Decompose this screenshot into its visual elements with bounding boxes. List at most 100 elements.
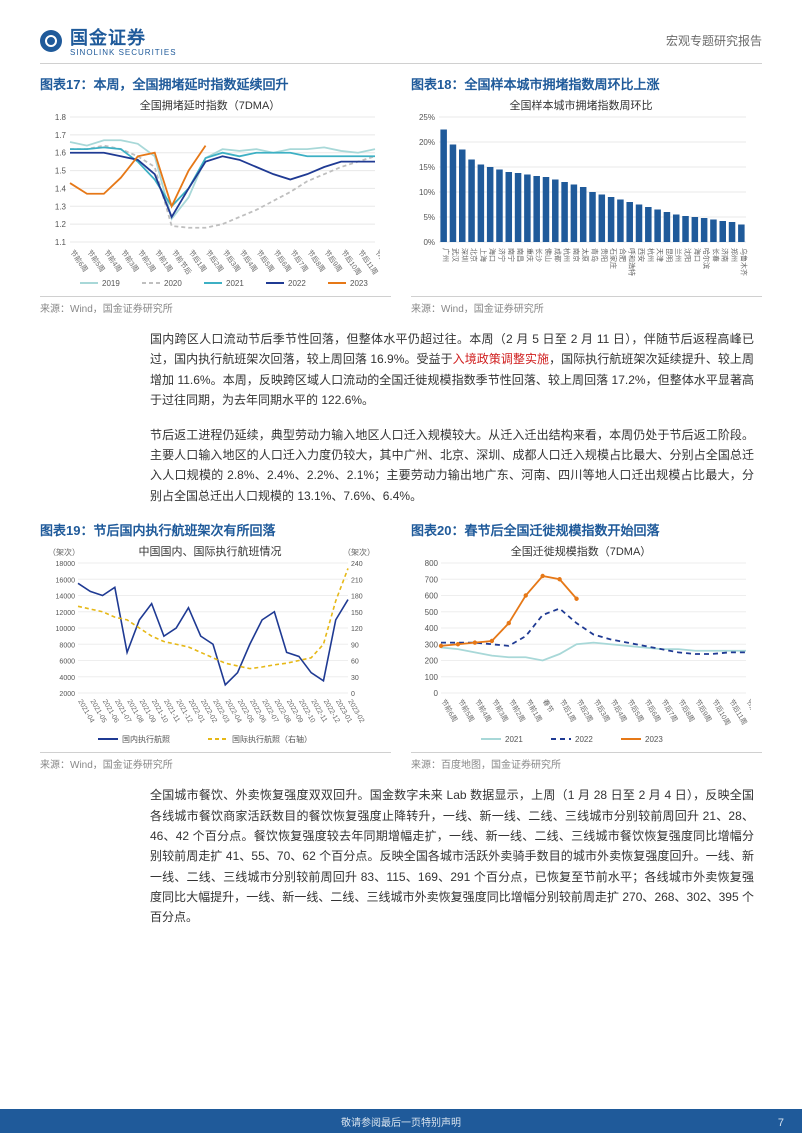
svg-text:青岛: 青岛 xyxy=(591,248,600,262)
brand-name-cn: 国金证券 xyxy=(70,24,177,50)
svg-text:120: 120 xyxy=(351,626,363,633)
svg-text:800: 800 xyxy=(425,559,439,568)
svg-text:南宁: 南宁 xyxy=(507,248,516,262)
svg-text:2019: 2019 xyxy=(102,279,120,287)
chart19-source: 来源：Wind，国金证券研究所 xyxy=(40,752,391,771)
page-number: 7 xyxy=(778,1117,784,1129)
svg-text:2022: 2022 xyxy=(575,735,593,743)
paragraph-3: 全国城市餐饮、外卖恢复强度双双回升。国金数字未来 Lab 数据显示，上周（1 月… xyxy=(150,785,754,928)
svg-text:2022: 2022 xyxy=(288,279,306,287)
svg-text:重庆: 重庆 xyxy=(525,248,534,262)
svg-text:1.7: 1.7 xyxy=(55,131,67,140)
chart19-title: 图表19：节后国内执行航班架次有所回落 xyxy=(40,520,391,539)
svg-text:15%: 15% xyxy=(419,163,435,172)
svg-text:200: 200 xyxy=(425,657,439,666)
svg-text:2000: 2000 xyxy=(59,691,75,698)
svg-text:1.2: 1.2 xyxy=(55,220,67,229)
svg-text:1.3: 1.3 xyxy=(55,202,67,211)
svg-text:14000: 14000 xyxy=(56,594,76,601)
svg-text:武汉: 武汉 xyxy=(451,248,460,262)
svg-text:18000: 18000 xyxy=(56,561,76,568)
svg-text:4000: 4000 xyxy=(59,675,75,682)
svg-text:30: 30 xyxy=(351,675,359,682)
paragraph-1: 国内跨区人口流动节后季节性回落，但整体水平仍超过往。本周（2 月 5 日至 2 … xyxy=(150,329,754,411)
svg-text:0: 0 xyxy=(351,691,355,698)
svg-text:5%: 5% xyxy=(423,213,435,222)
svg-text:2021: 2021 xyxy=(226,279,244,287)
svg-text:20%: 20% xyxy=(419,138,435,147)
svg-text:全国迁徙规模指数（7DMA）: 全国迁徙规模指数（7DMA） xyxy=(511,544,652,558)
para1-em: 入境政策调整实施 xyxy=(453,352,549,366)
chart-row-1: 图表17：本周，全国拥堵延时指数延续回升 全国拥堵延时指数（7DMA）1.11.… xyxy=(40,74,762,315)
brand-name-en: SINOLINK SECURITIES xyxy=(70,48,177,57)
svg-text:海口: 海口 xyxy=(488,248,497,262)
svg-text:石家庄: 石家庄 xyxy=(609,248,618,269)
svg-text:全国拥堵延时指数（7DMA）: 全国拥堵延时指数（7DMA） xyxy=(140,98,281,112)
svg-text:济南: 济南 xyxy=(721,248,730,262)
svg-text:西安: 西安 xyxy=(637,248,646,262)
chart18-source: 来源：Wind，国金证券研究所 xyxy=(411,296,762,315)
svg-text:国内执行航照: 国内执行航照 xyxy=(122,734,170,743)
chart19-svg: 中国国内、国际执行航班情况 （架次） （架次） 2000 4000 6000 8000 100… xyxy=(40,543,380,743)
svg-text:中国国内、国际执行航班情况: 中国国内、国际执行航班情况 xyxy=(139,544,282,558)
svg-text:北京: 北京 xyxy=(470,248,479,262)
svg-text:1.1: 1.1 xyxy=(55,238,67,247)
chart20-source: 来源：百度地图，国金证券研究所 xyxy=(411,752,762,771)
svg-text:海口: 海口 xyxy=(693,248,702,262)
chart17-block: 图表17：本周，全国拥堵延时指数延续回升 全国拥堵延时指数（7DMA）1.11.… xyxy=(40,74,391,315)
svg-text:深圳: 深圳 xyxy=(460,248,469,262)
svg-text:昆明: 昆明 xyxy=(665,248,673,262)
svg-text:0%: 0% xyxy=(423,238,435,247)
svg-text:杭州: 杭州 xyxy=(646,248,655,262)
brand-logo-icon xyxy=(40,30,62,52)
svg-text:2023: 2023 xyxy=(645,735,663,743)
svg-text:太原: 太原 xyxy=(581,248,590,262)
svg-text:春节: 春节 xyxy=(541,698,556,715)
report-type: 宏观专题研究报告 xyxy=(666,32,762,49)
chart-row-2: 图表19：节后国内执行航班架次有所回落 中国国内、国际执行航班情况 （架次） （架次… xyxy=(40,520,762,771)
svg-text:10000: 10000 xyxy=(56,626,76,633)
svg-text:兰州: 兰州 xyxy=(674,248,683,262)
svg-text:南京: 南京 xyxy=(572,248,581,262)
chart17-source: 来源：Wind，国金证券研究所 xyxy=(40,296,391,315)
svg-text:2020: 2020 xyxy=(164,279,182,287)
svg-text:240: 240 xyxy=(351,561,363,568)
chart19-block: 图表19：节后国内执行航班架次有所回落 中国国内、国际执行航班情况 （架次） （架次… xyxy=(40,520,391,771)
svg-text:哈尔滨: 哈尔滨 xyxy=(702,248,711,269)
svg-text:（架次）: （架次） xyxy=(48,547,80,557)
svg-text:济宁: 济宁 xyxy=(497,248,506,262)
footer-text: 敬请参阅最后一页特别声明 xyxy=(341,1114,461,1129)
svg-text:郑州: 郑州 xyxy=(730,248,738,262)
brand-block: 国金证券 SINOLINK SECURITIES xyxy=(70,24,177,57)
svg-text:长沙: 长沙 xyxy=(535,248,544,262)
svg-text:6000: 6000 xyxy=(59,659,75,666)
svg-text:210: 210 xyxy=(351,577,363,584)
svg-text:长春: 长春 xyxy=(711,248,720,262)
svg-text:国际执行航照（右轴）: 国际执行航照（右轴） xyxy=(232,734,312,743)
svg-text:1.5: 1.5 xyxy=(55,167,67,176)
svg-text:天津: 天津 xyxy=(656,248,664,262)
svg-text:16000: 16000 xyxy=(56,577,76,584)
svg-text:25%: 25% xyxy=(419,113,435,122)
svg-text:60: 60 xyxy=(351,659,359,666)
svg-text:10%: 10% xyxy=(419,188,435,197)
svg-text:0: 0 xyxy=(434,689,439,698)
svg-text:8000: 8000 xyxy=(59,642,75,649)
paragraph-2: 节后返工进程仍延续，典型劳动力输入地区人口迁入规模较大。从迁入迁出结构来看，本周… xyxy=(150,425,754,507)
svg-text:合肥: 合肥 xyxy=(618,248,627,262)
svg-text:1.6: 1.6 xyxy=(55,149,67,158)
svg-text:2023: 2023 xyxy=(350,279,368,287)
svg-text:杭州: 杭州 xyxy=(563,248,572,262)
report-page: 国金证券 SINOLINK SECURITIES 宏观专题研究报告 图表17：本… xyxy=(0,0,802,1133)
chart20-title: 图表20：春节后全国迁徙规模指数开始回落 xyxy=(411,520,762,539)
svg-text:全国样本城市拥堵指数周环比: 全国样本城市拥堵指数周环比 xyxy=(510,98,653,112)
svg-text:沈阳: 沈阳 xyxy=(684,248,693,262)
svg-text:（架次）: （架次） xyxy=(343,547,375,557)
svg-text:佛山: 佛山 xyxy=(544,248,553,262)
svg-text:180: 180 xyxy=(351,594,363,601)
chart18-title: 图表18：全国样本城市拥堵指数周环比上涨 xyxy=(411,74,762,93)
svg-text:成都: 成都 xyxy=(553,248,562,262)
svg-text:400: 400 xyxy=(425,624,439,633)
svg-text:600: 600 xyxy=(425,592,439,601)
svg-text:700: 700 xyxy=(425,575,439,584)
